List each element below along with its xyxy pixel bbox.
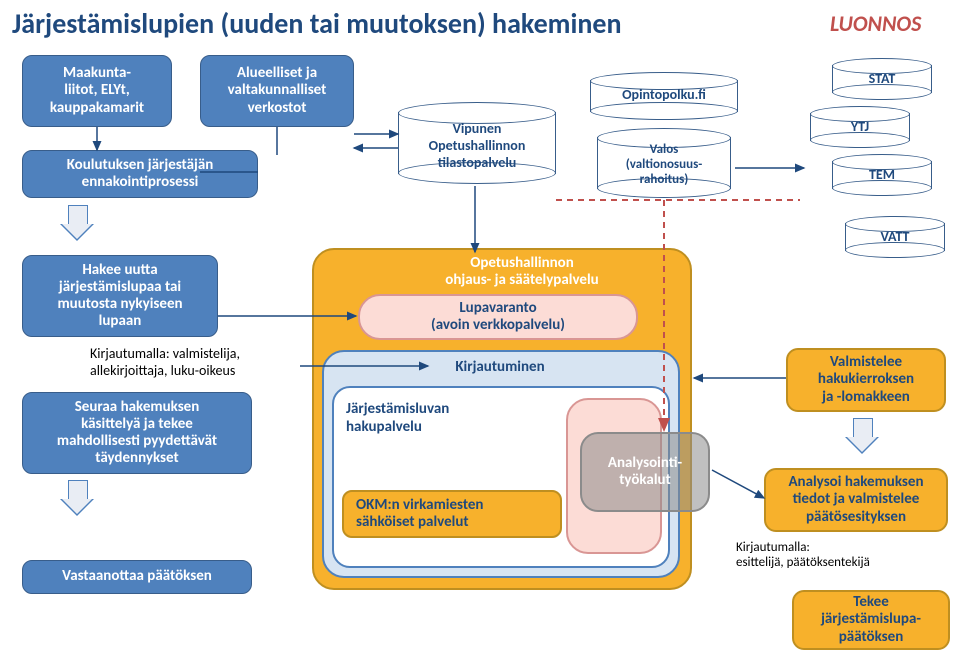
box-analysointi: Analysointi- työkalut [580, 432, 710, 512]
arrow-down-icon [60, 205, 94, 241]
box-maakuntaliitot: Maakunta- liitot, ELYt, kauppakamarit [22, 55, 172, 127]
box-ennakointiprosessi: Koulutuksen järjestäjän ennakointiproses… [22, 150, 258, 198]
box-verkostot: Alueelliset ja valtakunnalliset verkosto… [200, 55, 354, 127]
db-ytj: YTJ [810, 106, 910, 148]
arrow-down-icon [845, 418, 879, 454]
note-kirjautumalla-right: Kirjautumalla: esittelijä, päätöksenteki… [736, 540, 956, 570]
db-tem: TEM [832, 154, 932, 196]
label-kirjautuminen: Kirjautuminen [430, 356, 570, 380]
db-stat: STAT [832, 58, 932, 100]
arrow-down-icon [60, 480, 94, 516]
box-tekee: Tekee järjestämislupa- päätöksen [792, 590, 950, 650]
box-vastaanottaa: Vastaanottaa päätöksen [22, 560, 252, 594]
draft-label: LUONNOS [830, 10, 921, 37]
box-lupavaranto: Lupavaranto (avoin verkkopalvelu) [358, 294, 638, 340]
db-valos: Valos (valtionosuus- rahoitus) [597, 128, 731, 198]
box-hakee-uutta: Hakee uutta järjestämislupaa tai muutost… [22, 255, 218, 337]
note-kirjautumalla-left: Kirjautumalla: valmistelija, allekirjoit… [90, 345, 300, 379]
box-analysoi: Analysoi hakemuksen tiedot ja valmistele… [764, 468, 948, 532]
page-title: Järjestämislupien (uuden tai muutoksen) … [12, 6, 621, 41]
db-vatt: VATT [845, 216, 945, 258]
box-valmistelee: Valmistelee hakukierroksen ja -lomakkeen [786, 348, 946, 412]
label-ohjaus: Opetushallinnon ohjaus- ja säätelypalvel… [392, 252, 652, 292]
db-vipunen: Vipunen Opetushallinnon tilastopalvelu [398, 102, 556, 184]
db-opintopolku: Opintopolku.fi [590, 72, 738, 120]
box-okm: OKM:n virkamiesten sähköiset palvelut [342, 490, 562, 538]
label-hakupalvelu: Järjestämisluvan hakupalvelu [346, 400, 546, 436]
box-seuraa: Seuraa hakemuksen käsittelyä ja tekee ma… [22, 392, 252, 474]
